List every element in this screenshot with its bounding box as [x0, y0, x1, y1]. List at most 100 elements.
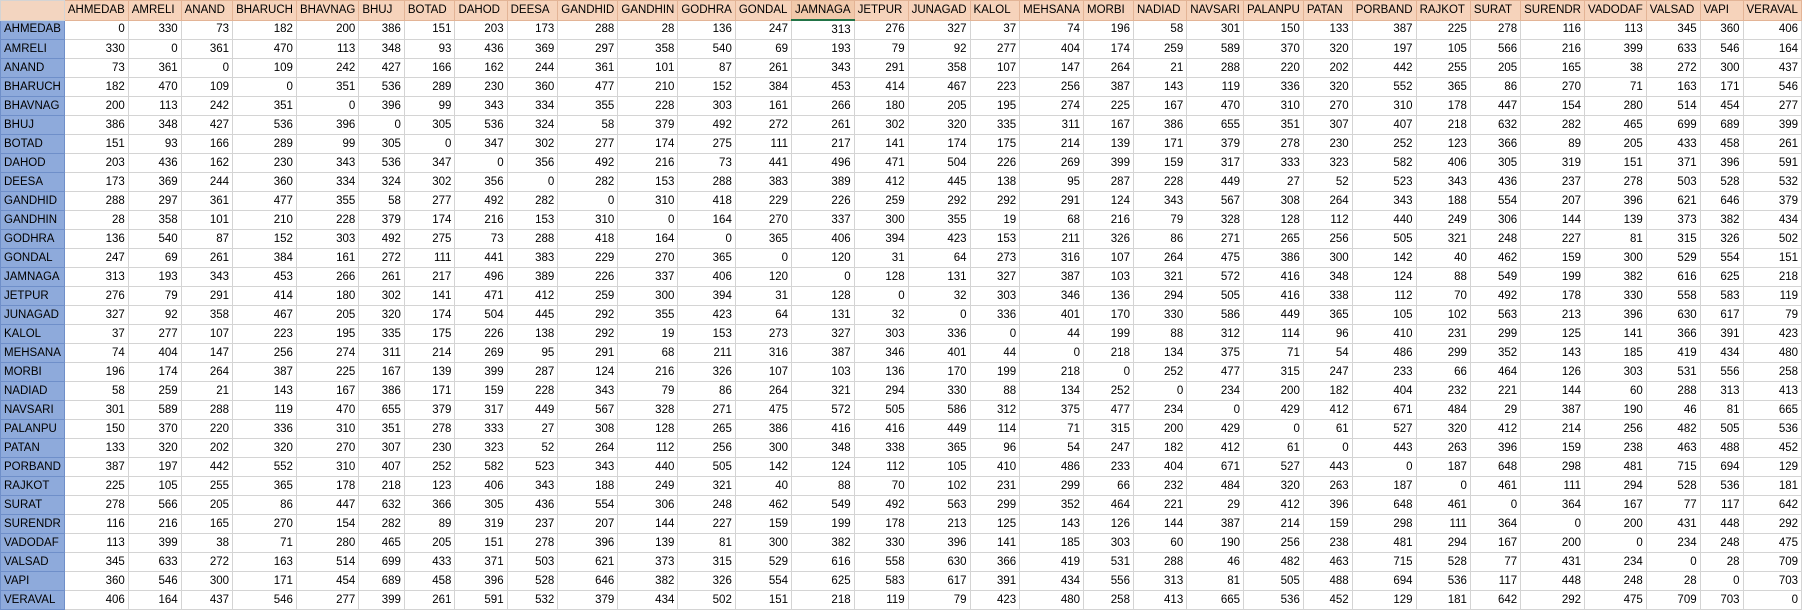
distance-cell[interactable]: 412: [1469, 419, 1522, 439]
distance-cell[interactable]: 0: [1520, 514, 1585, 534]
distance-cell[interactable]: 264: [1132, 248, 1188, 268]
distance-cell[interactable]: 234: [1132, 400, 1188, 420]
distance-cell[interactable]: 554: [734, 571, 793, 591]
distance-cell[interactable]: 365: [907, 438, 971, 458]
distance-cell[interactable]: 0: [1243, 419, 1304, 439]
distance-cell[interactable]: 343: [454, 96, 508, 116]
distance-cell[interactable]: 79: [853, 39, 909, 59]
distance-cell[interactable]: 348: [127, 115, 182, 135]
distance-cell[interactable]: 347: [454, 134, 508, 154]
distance-cell[interactable]: 386: [734, 419, 793, 439]
row-header[interactable]: JAMNAGA: [0, 267, 65, 287]
distance-cell[interactable]: 216: [617, 153, 679, 173]
distance-cell[interactable]: 416: [1243, 267, 1304, 287]
row-header[interactable]: BHUJ: [0, 115, 65, 135]
distance-cell[interactable]: 66: [1415, 362, 1471, 382]
distance-cell[interactable]: 124: [791, 457, 855, 477]
distance-cell[interactable]: 139: [403, 362, 456, 382]
distance-cell[interactable]: 58: [358, 191, 405, 211]
distance-cell[interactable]: 326: [1699, 229, 1744, 249]
distance-cell[interactable]: 552: [232, 457, 297, 477]
distance-cell[interactable]: 181: [1415, 590, 1471, 610]
distance-cell[interactable]: 327: [907, 19, 971, 40]
distance-cell[interactable]: 554: [557, 495, 619, 515]
distance-cell[interactable]: 174: [617, 134, 679, 154]
distance-cell[interactable]: 492: [358, 229, 405, 249]
distance-cell[interactable]: 294: [1132, 286, 1188, 306]
distance-cell[interactable]: 259: [1132, 39, 1188, 59]
distance-cell[interactable]: 303: [295, 229, 360, 249]
distance-cell[interactable]: 269: [454, 343, 508, 363]
distance-cell[interactable]: 336: [969, 305, 1021, 325]
distance-cell[interactable]: 320: [1243, 476, 1304, 496]
row-header[interactable]: MEHSANA: [0, 343, 65, 363]
distance-cell[interactable]: 272: [734, 115, 793, 135]
distance-cell[interactable]: 174: [403, 210, 456, 230]
distance-cell[interactable]: 255: [1415, 58, 1471, 78]
distance-cell[interactable]: 589: [1186, 39, 1244, 59]
distance-cell[interactable]: 228: [1132, 172, 1188, 192]
distance-cell[interactable]: 182: [63, 77, 129, 97]
distance-cell[interactable]: 326: [1083, 229, 1134, 249]
distance-cell[interactable]: 567: [557, 400, 619, 420]
distance-cell[interactable]: 0: [403, 134, 456, 154]
distance-cell[interactable]: 277: [1742, 96, 1802, 116]
distance-cell[interactable]: 265: [1243, 229, 1304, 249]
distance-cell[interactable]: 159: [454, 381, 508, 401]
distance-cell[interactable]: 79: [1132, 210, 1188, 230]
distance-cell[interactable]: 282: [557, 172, 619, 192]
distance-cell[interactable]: 275: [403, 229, 456, 249]
distance-cell[interactable]: 536: [1415, 571, 1471, 591]
distance-cell[interactable]: 694: [1699, 457, 1744, 477]
distance-cell[interactable]: 261: [791, 115, 855, 135]
column-header[interactable]: VAPI: [1699, 0, 1744, 21]
distance-cell[interactable]: 387: [1351, 19, 1417, 40]
distance-cell[interactable]: 330: [1132, 305, 1188, 325]
distance-cell[interactable]: 270: [617, 248, 679, 268]
distance-cell[interactable]: 144: [1520, 210, 1585, 230]
row-header[interactable]: KALOL: [0, 324, 65, 344]
distance-cell[interactable]: 302: [853, 115, 909, 135]
distance-cell[interactable]: 139: [1083, 134, 1134, 154]
distance-cell[interactable]: 382: [1699, 210, 1744, 230]
distance-cell[interactable]: 278: [1469, 19, 1522, 40]
distance-cell[interactable]: 272: [180, 552, 234, 572]
row-header[interactable]: GANDHID: [0, 191, 65, 211]
distance-cell[interactable]: 40: [1415, 248, 1471, 268]
distance-cell[interactable]: 197: [127, 457, 182, 477]
distance-cell[interactable]: 540: [127, 229, 182, 249]
distance-cell[interactable]: 449: [1243, 305, 1304, 325]
distance-cell[interactable]: 566: [1469, 39, 1522, 59]
distance-cell[interactable]: 147: [1019, 58, 1085, 78]
distance-cell[interactable]: 230: [1302, 134, 1353, 154]
column-header[interactable]: JAMNAGA: [791, 0, 855, 21]
distance-cell[interactable]: 505: [1186, 286, 1244, 306]
distance-cell[interactable]: 171: [403, 381, 456, 401]
distance-cell[interactable]: 119: [232, 400, 297, 420]
distance-cell[interactable]: 463: [1645, 438, 1701, 458]
distance-cell[interactable]: 207: [1520, 191, 1585, 211]
distance-cell[interactable]: 88: [791, 476, 855, 496]
distance-cell[interactable]: 112: [853, 457, 909, 477]
distance-cell[interactable]: 299: [1019, 476, 1085, 496]
distance-cell[interactable]: 151: [454, 533, 508, 553]
distance-cell[interactable]: 66: [1083, 476, 1134, 496]
distance-cell[interactable]: 441: [454, 248, 508, 268]
distance-cell[interactable]: 263: [1415, 438, 1471, 458]
distance-cell[interactable]: 0: [791, 267, 855, 287]
distance-cell[interactable]: 119: [1186, 77, 1244, 97]
distance-cell[interactable]: 287: [506, 362, 559, 382]
distance-cell[interactable]: 399: [358, 590, 405, 610]
distance-cell[interactable]: 338: [853, 438, 909, 458]
distance-cell[interactable]: 461: [1415, 495, 1471, 515]
distance-cell[interactable]: 302: [403, 172, 456, 192]
distance-cell[interactable]: 382: [791, 533, 855, 553]
distance-cell[interactable]: 300: [1584, 248, 1647, 268]
distance-cell[interactable]: 480: [1742, 343, 1802, 363]
distance-cell[interactable]: 315: [1083, 419, 1134, 439]
distance-cell[interactable]: 379: [617, 115, 679, 135]
distance-cell[interactable]: 310: [557, 210, 619, 230]
distance-cell[interactable]: 364: [1469, 514, 1522, 534]
distance-cell[interactable]: 441: [734, 153, 793, 173]
distance-cell[interactable]: 373: [1645, 210, 1701, 230]
